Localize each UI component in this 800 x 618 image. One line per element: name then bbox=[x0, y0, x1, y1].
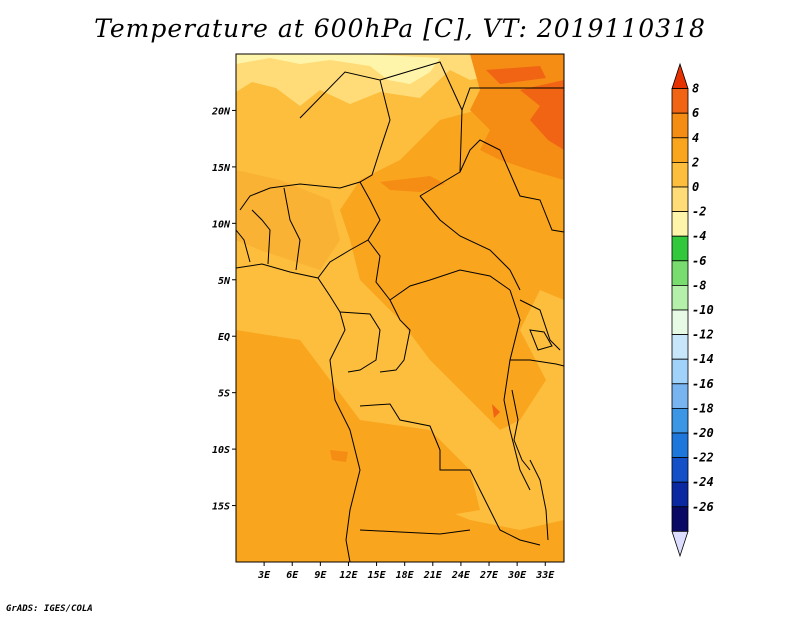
colorbar: 8 6 4 2 0 -2 -4 -6 -8 -10 -12 -14 -16 -18 -20 -22 -24 -26 bbox=[671, 62, 714, 558]
field-warm-south bbox=[236, 330, 564, 562]
border-chad bbox=[379, 61, 463, 197]
field-warm-angola bbox=[350, 420, 480, 520]
colorbar-swatch bbox=[671, 531, 689, 558]
chart-title: Temperature at 600hPa [C], VT: 201911031… bbox=[94, 14, 706, 43]
colorbar-label: -8 bbox=[692, 278, 706, 292]
border-sudan bbox=[459, 139, 564, 233]
colorbar-label: -20 bbox=[692, 426, 714, 440]
border-gabon bbox=[339, 311, 381, 373]
colorbar-swatch bbox=[671, 137, 689, 163]
lake-tanganyika bbox=[511, 389, 531, 471]
colorbar-label: -10 bbox=[692, 303, 714, 317]
colorbar-swatch bbox=[671, 62, 689, 89]
colorbar-label: -24 bbox=[692, 475, 714, 489]
colorbar-swatch bbox=[671, 358, 689, 385]
border-west-3 bbox=[236, 229, 251, 263]
colorbar-label: 0 bbox=[692, 180, 699, 194]
colorbar-swatch bbox=[671, 260, 689, 286]
colorbar-label: -26 bbox=[692, 500, 714, 514]
border-uganda-kenya bbox=[519, 299, 561, 351]
colorbar-label: -4 bbox=[692, 229, 706, 243]
field-warm-west bbox=[236, 170, 340, 270]
colorbar-label: 6 bbox=[692, 106, 699, 120]
colorbar-swatch bbox=[671, 88, 689, 114]
lon-tick-label: 15E bbox=[368, 570, 387, 581]
grads-credit: GrADS: IGES/COLA bbox=[6, 604, 93, 614]
lat-tick-label: 15N bbox=[212, 163, 231, 174]
colorbar-swatch bbox=[671, 161, 689, 188]
lon-tick-label: 24E bbox=[451, 570, 471, 581]
lon-tick-label: 30E bbox=[507, 570, 527, 581]
lat-tick-label: 20N bbox=[211, 106, 231, 117]
field-hottest-northeast bbox=[520, 80, 564, 150]
field-hot-chad bbox=[380, 176, 445, 192]
lon-tick-label: 3E bbox=[257, 570, 271, 581]
lon-tick-label: 6E bbox=[286, 570, 299, 581]
border-angola-zambia bbox=[359, 403, 541, 546]
map-frame bbox=[235, 53, 565, 563]
latitude-axis: 20N 15N 10N 5N EQ 5S 10S 15S bbox=[211, 106, 236, 513]
colorbar-label: -14 bbox=[692, 352, 714, 366]
colorbar-swatch bbox=[671, 235, 689, 262]
lat-tick-label: 10S bbox=[212, 445, 230, 456]
colorbar-swatch bbox=[671, 432, 689, 459]
colorbar-label: -12 bbox=[692, 328, 714, 342]
colorbar-label: 4 bbox=[692, 131, 699, 145]
colorbar-label: -18 bbox=[692, 401, 714, 415]
border-tanzania bbox=[510, 359, 564, 367]
colorbar-swatch bbox=[671, 309, 689, 336]
colorbar-label: -6 bbox=[692, 254, 706, 268]
colorbar-label: 2 bbox=[691, 155, 699, 169]
colorbar-label: 8 bbox=[692, 82, 699, 96]
temperature-field bbox=[236, 54, 564, 562]
border-libya-sudan bbox=[461, 87, 564, 111]
field-hot-patch-small bbox=[492, 404, 500, 418]
lon-tick-label: 33E bbox=[535, 570, 555, 581]
border-west-1 bbox=[251, 209, 271, 265]
colorbar-swatch bbox=[671, 284, 689, 311]
border-congo bbox=[379, 299, 411, 373]
west-africa-coast bbox=[236, 263, 341, 313]
lat-tick-label: 10N bbox=[212, 219, 231, 230]
border-car bbox=[367, 239, 511, 301]
lat-tick-label: 5N bbox=[218, 276, 231, 287]
colorbar-label: -2 bbox=[692, 205, 706, 219]
colorbar-swatch bbox=[671, 112, 689, 139]
longitude-axis: 3E 6E 9E 12E 15E 18E 21E 24E 27E 30E 33E bbox=[257, 562, 555, 581]
west-coast-south bbox=[329, 311, 361, 562]
lon-tick-label: 9E bbox=[314, 570, 327, 581]
colorbar-swatch bbox=[671, 407, 689, 434]
colorbar-label: -22 bbox=[692, 451, 714, 465]
border-chad-car bbox=[419, 195, 521, 291]
border-niger bbox=[239, 71, 391, 211]
border-drc-east bbox=[503, 289, 531, 491]
border-west-2 bbox=[283, 187, 301, 271]
border-namibia bbox=[359, 529, 471, 535]
field-hot-patch bbox=[330, 450, 348, 462]
colorbar-swatch bbox=[671, 481, 689, 508]
lon-tick-label: 21E bbox=[423, 570, 443, 581]
colorbar-swatch bbox=[671, 506, 689, 532]
lon-tick-label: 18E bbox=[396, 570, 415, 581]
lon-tick-label: 12E bbox=[339, 570, 358, 581]
field-hottest-strip bbox=[486, 66, 546, 84]
lat-tick-label: 15S bbox=[212, 502, 230, 513]
lake-malawi bbox=[529, 459, 549, 541]
colorbar-label: -16 bbox=[692, 377, 714, 391]
colorbar-swatch bbox=[671, 457, 689, 483]
lat-tick-label: 5S bbox=[218, 389, 230, 400]
colorbar-swatch bbox=[671, 211, 689, 237]
colorbar-swatch bbox=[671, 383, 689, 409]
lon-tick-label: 27E bbox=[479, 570, 499, 581]
colorbar-swatch bbox=[671, 334, 689, 360]
colorbar-swatch bbox=[671, 186, 689, 213]
lake-victoria bbox=[529, 329, 553, 351]
field-coolest-band bbox=[236, 54, 440, 84]
lat-tick-label: EQ bbox=[218, 332, 230, 343]
country-borders bbox=[236, 61, 564, 562]
